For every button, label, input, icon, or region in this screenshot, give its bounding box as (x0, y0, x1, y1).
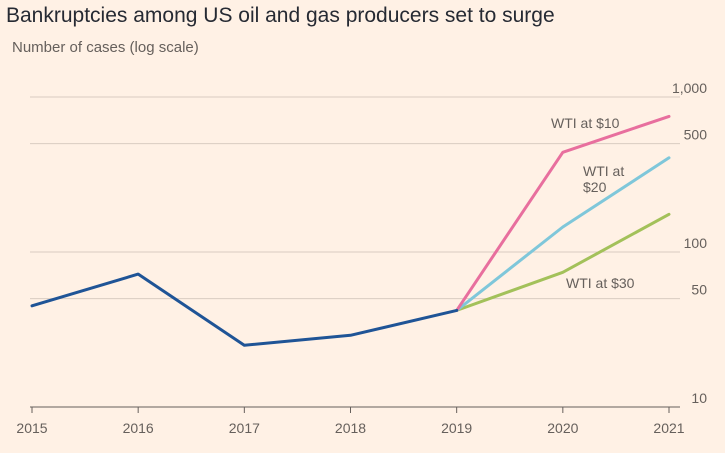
series-line-wti_10 (455, 114, 671, 312)
annotation-wti_30: WTI at $30 (566, 275, 635, 291)
y-tick-label: 50 (691, 282, 707, 298)
series-line-wti_30 (455, 212, 671, 312)
x-tick-label: 2020 (547, 420, 578, 436)
x-tick-label: 2018 (335, 420, 366, 436)
y-tick-label: 100 (684, 235, 708, 251)
series-line-wti_20 (455, 156, 671, 312)
y-tick-label: 1,000 (672, 80, 707, 96)
x-tick-label: 2021 (653, 420, 684, 436)
annotation-wti_10: WTI at $10 (551, 115, 620, 131)
x-tick-label: 2016 (123, 420, 154, 436)
annotation-wti_20: WTI at $20 (583, 163, 624, 195)
x-tick-label: 2017 (229, 420, 260, 436)
chart-subtitle: Number of cases (log scale) (12, 39, 199, 56)
x-tick-label: 2019 (441, 420, 472, 436)
x-tick-label: 2015 (16, 420, 47, 436)
series-line-historical (30, 272, 459, 347)
y-tick-label: 10 (691, 390, 707, 406)
chart-title: Bankruptcies among US oil and gas produc… (6, 4, 555, 27)
y-tick-label: 500 (684, 127, 708, 143)
